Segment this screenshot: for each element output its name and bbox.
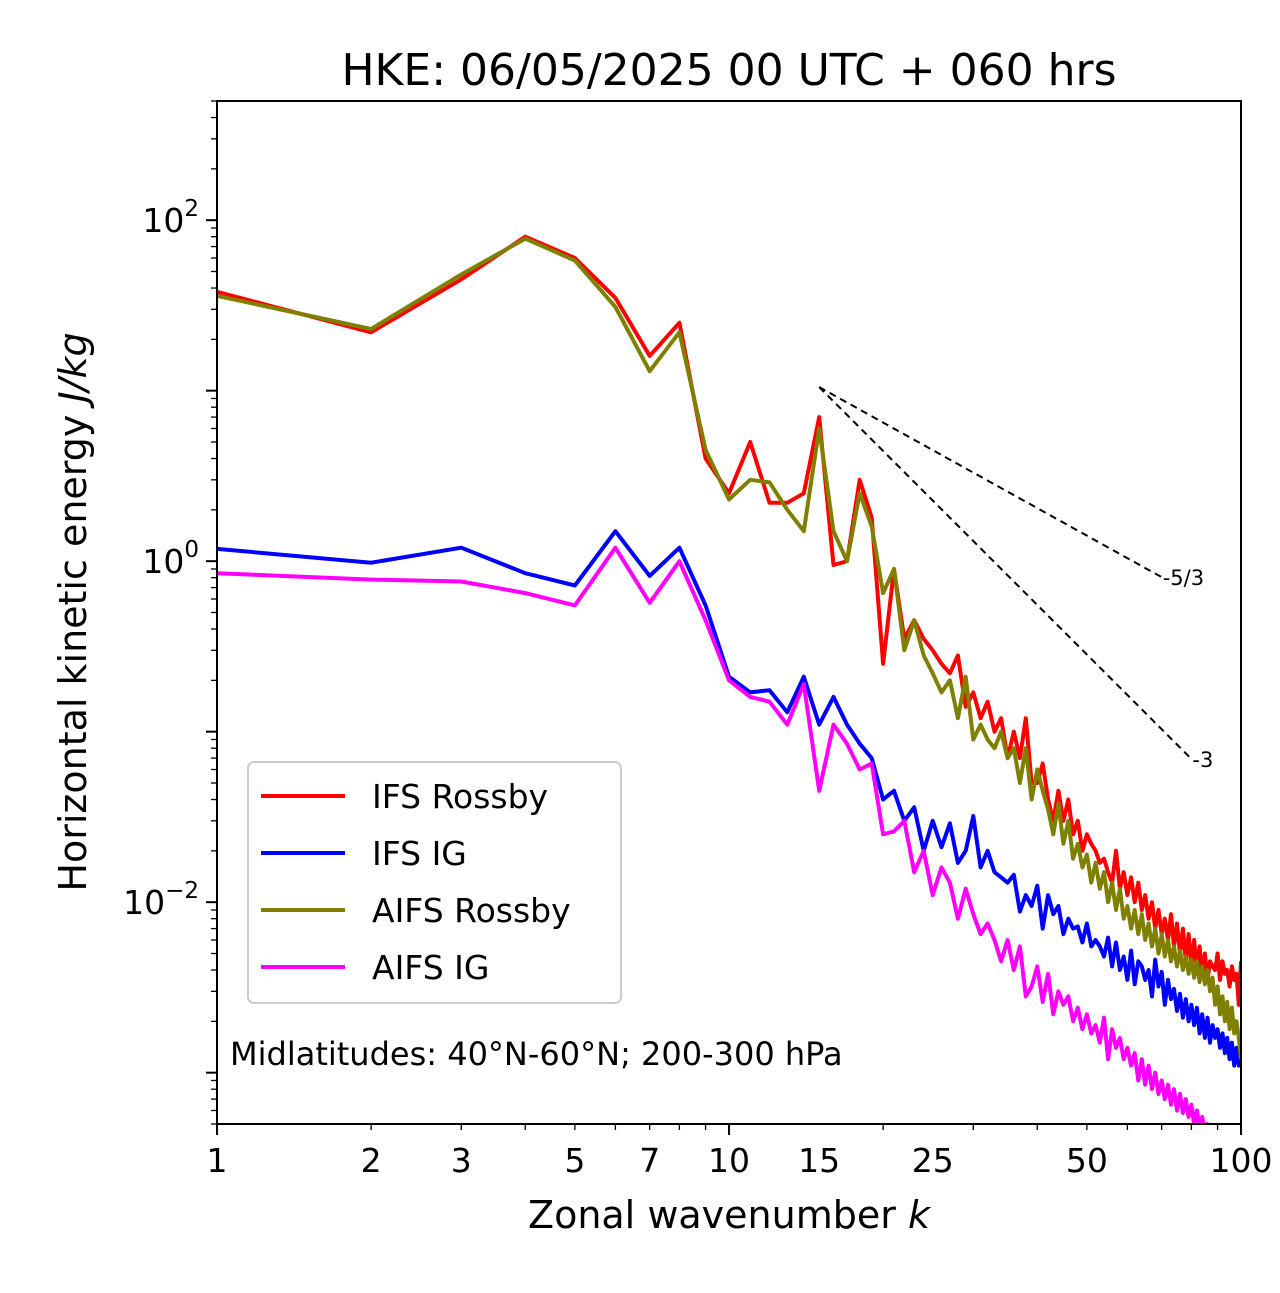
x-tick-label-6: 10 (708, 1141, 750, 1180)
x-tick-label-4: 5 (564, 1141, 585, 1180)
y-tick-label-2: 100 (142, 537, 199, 581)
legend: IFS Rossby IFS IG AIFS Rossby AIFS IG (247, 761, 622, 1004)
legend-label-1: IFS Rossby (372, 777, 548, 816)
series-line-3 (217, 236, 1241, 1060)
chart-title: HKE: 06/05/2025 00 UTC + 060 hrs (341, 45, 1116, 96)
reference-line-2 (818, 386, 1193, 760)
legend-box (247, 761, 622, 1004)
x-tick-label-9: 50 (1066, 1141, 1108, 1180)
reference-line-label-1: -5/3 (1163, 566, 1204, 590)
reference-lines: -5/3 -3 (818, 386, 1213, 772)
legend-label-3: AIFS Rossby (372, 891, 571, 930)
series-line-2 (217, 529, 1241, 1068)
x-tick-label-3: 3 (451, 1141, 472, 1180)
series-line-4 (217, 545, 1210, 1124)
y-tick-label-3: 10−2 (123, 878, 199, 922)
reference-line-1 (818, 386, 1163, 579)
x-tick-label-1: 1 (207, 1141, 228, 1180)
x-tick-label-8: 25 (912, 1141, 954, 1180)
legend-label-4: AIFS IG (372, 948, 489, 987)
x-tick-label-7: 15 (798, 1141, 840, 1180)
series-layer (217, 234, 1241, 1124)
x-tick-label-10: 100 (1210, 1141, 1273, 1180)
y-axis-ticks: 102 100 10−2 (123, 100, 217, 1125)
reference-line-label-2: -3 (1192, 748, 1213, 772)
x-tick-label-5: 7 (639, 1141, 660, 1180)
x-axis-ticks: 1 2 3 5 7 10 15 25 50 100 (207, 1124, 1273, 1180)
y-axis-label: Horizontal kinetic energy J/kg (51, 332, 95, 891)
x-axis-label: Zonal wavenumber k (528, 1193, 932, 1237)
region-annotation: Midlatitudes: 40°N-60°N; 200-300 hPa (230, 1035, 843, 1073)
x-tick-label-2: 2 (361, 1141, 382, 1180)
legend-label-2: IFS IG (372, 834, 467, 873)
y-tick-label-1: 102 (142, 196, 199, 240)
